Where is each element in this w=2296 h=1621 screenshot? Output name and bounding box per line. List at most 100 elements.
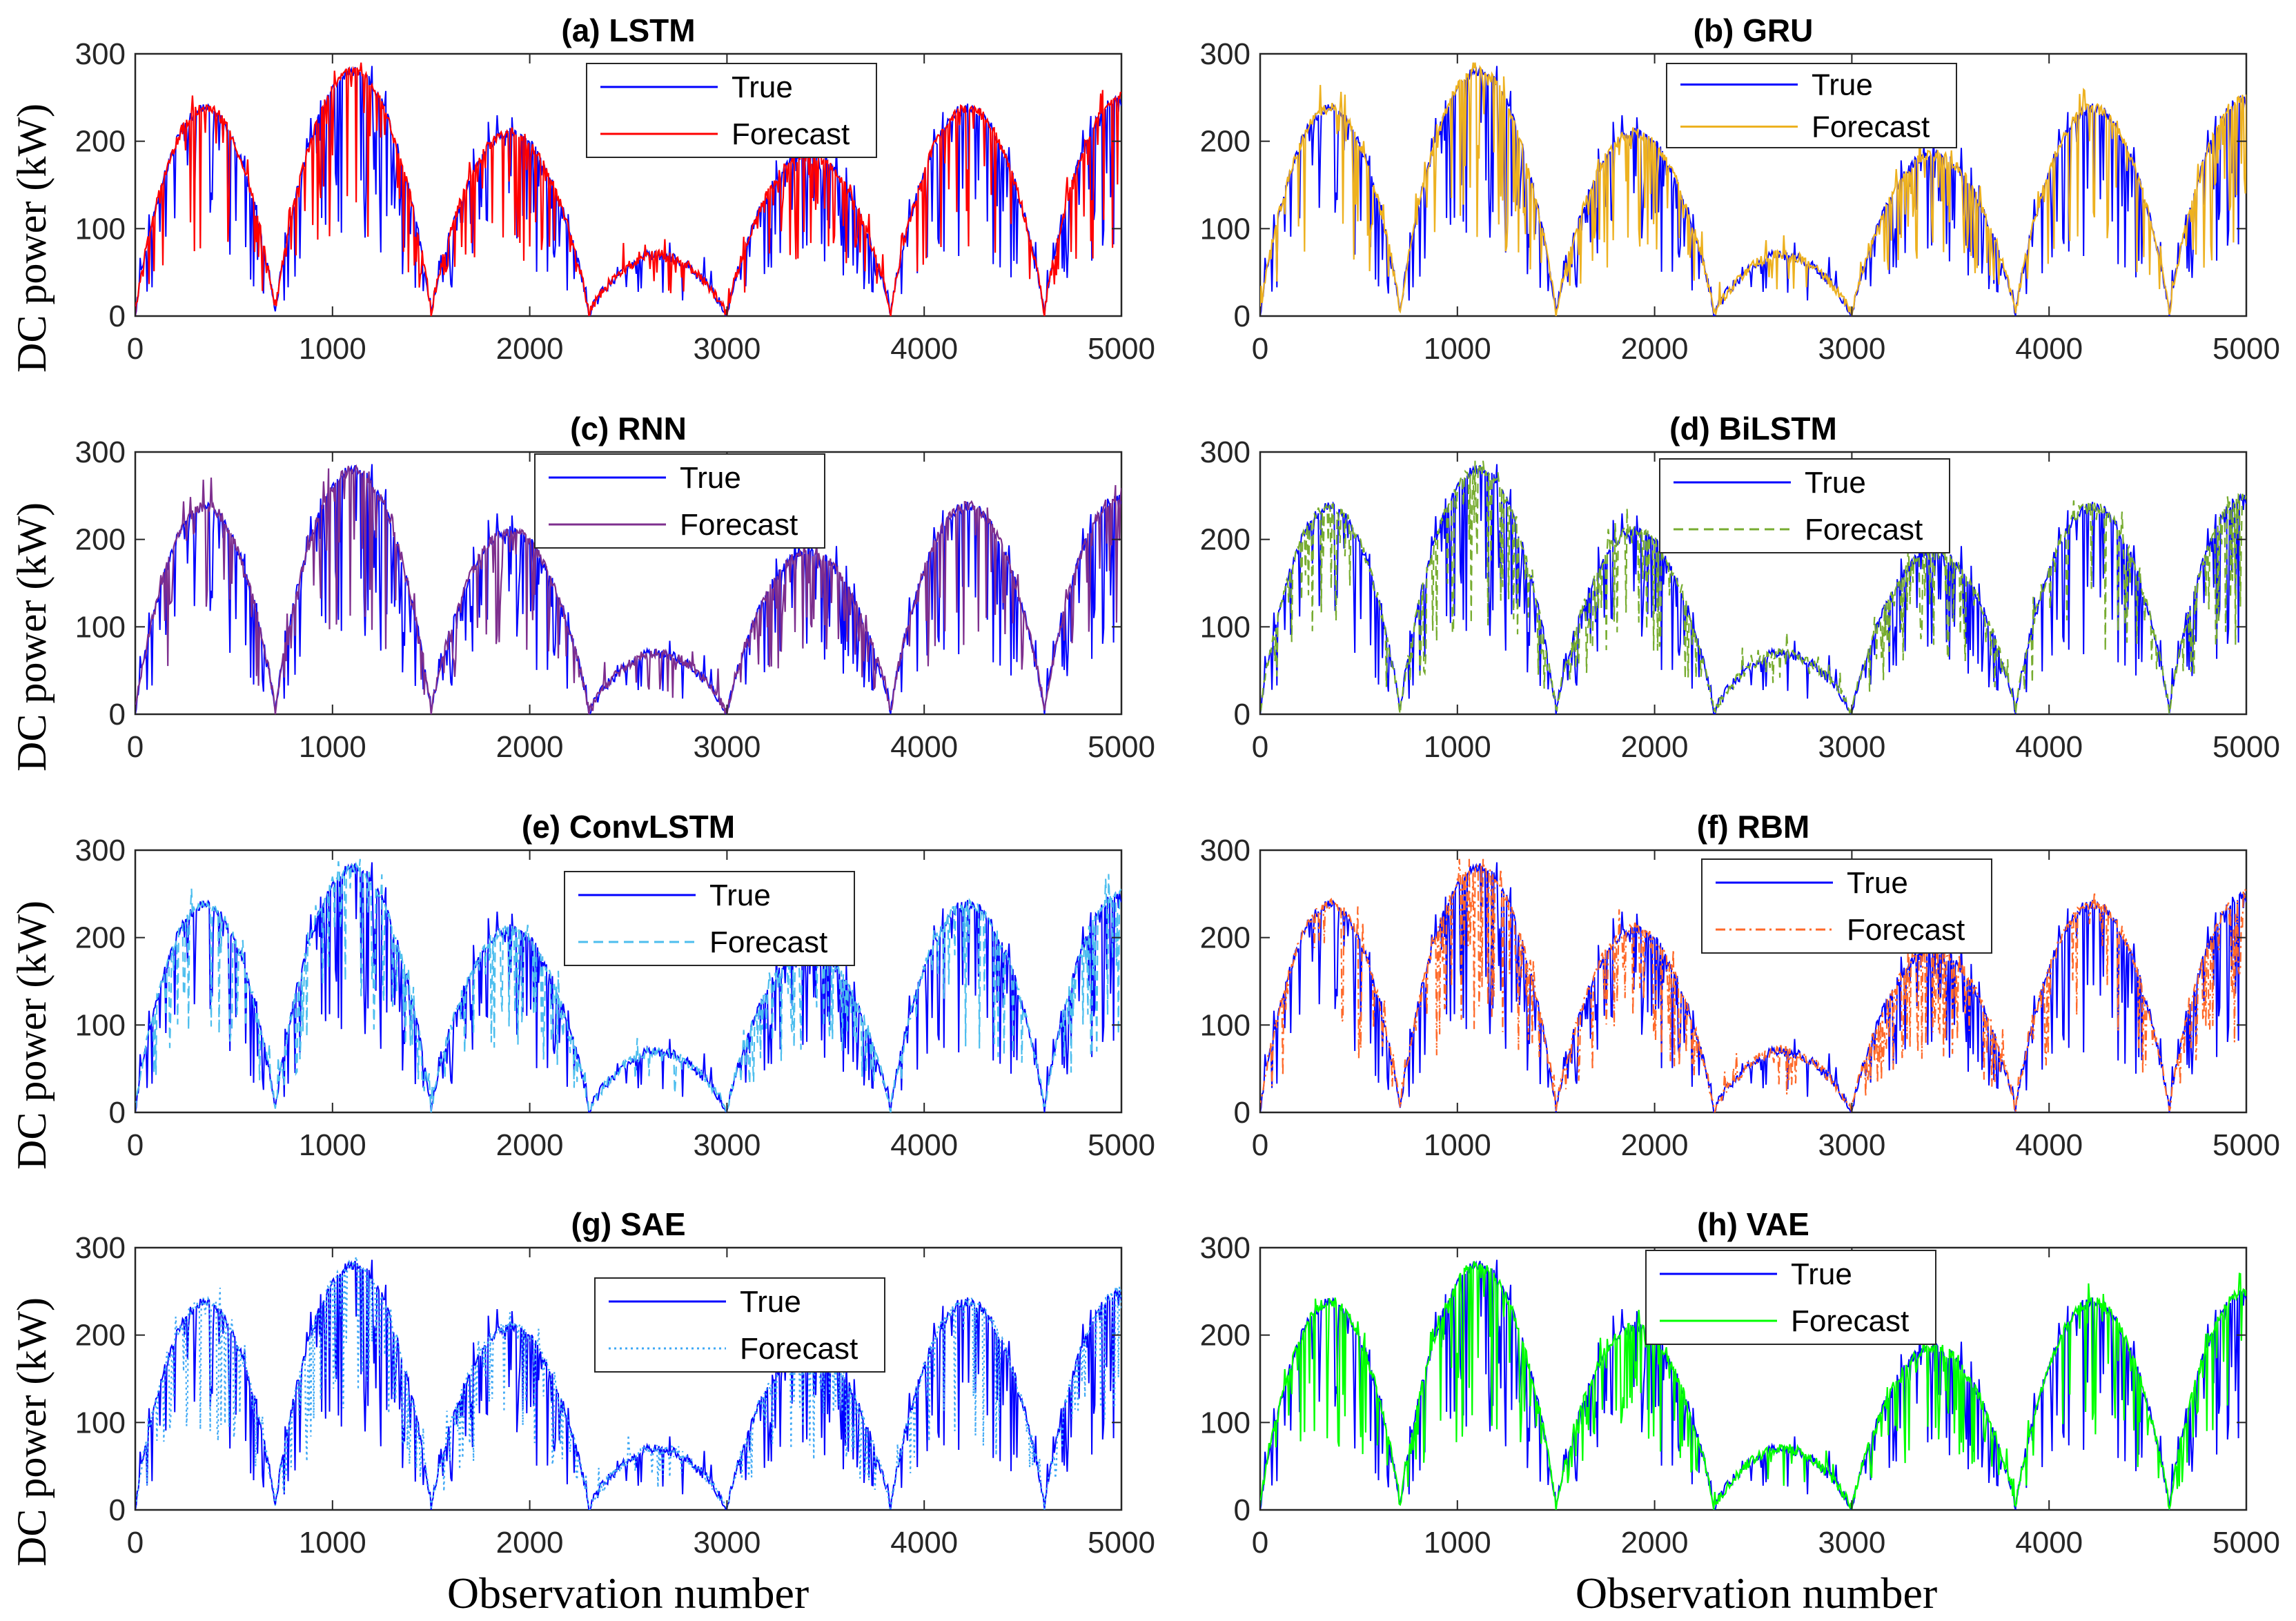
- x-tick-label-d-5000: 5000: [2212, 730, 2280, 764]
- x-tick-label-f-3000: 3000: [1818, 1128, 1885, 1162]
- legend-label-true-a: True: [732, 70, 793, 104]
- y-axis-label-row3: DC power (kW): [9, 901, 55, 1170]
- panel-a: 0 1000 2000 3000 4000 5000 0 100 200 300 (a) LSTM T…: [75, 12, 1155, 366]
- x-tick-label-f-2000: 2000: [1621, 1128, 1689, 1162]
- y-tick-label-e-0: 0: [109, 1096, 126, 1130]
- panel-g: 0 1000 2000 3000 4000 5000 0 100 200 300 (g) SAE Tr…: [75, 1206, 1155, 1560]
- x-tick-label-d-0: 0: [1252, 730, 1268, 764]
- panel-title-e: (e) ConvLSTM: [522, 809, 735, 845]
- y-tick-label-d-0: 0: [1234, 698, 1250, 731]
- x-tick-label-b-1000: 1000: [1424, 332, 1491, 366]
- x-tick-label-g-4000: 4000: [890, 1526, 958, 1560]
- y-tick-label-g-100: 100: [75, 1406, 126, 1440]
- legend-label-forecast-e: Forecast: [709, 925, 827, 959]
- series-line-true-g: [135, 1259, 1121, 1510]
- x-tick-label-c-2000: 2000: [496, 730, 564, 764]
- y-tick-label-b-0: 0: [1234, 299, 1250, 333]
- legend-box-a: [586, 63, 877, 158]
- panel-title-d: (d) BiLSTM: [1669, 411, 1837, 446]
- legend-f: True Forecast: [1701, 858, 1992, 954]
- x-tick-label-a-4000: 4000: [890, 332, 958, 366]
- series-line-forecast-f: [1260, 858, 2246, 1112]
- x-tick-label-g-0: 0: [127, 1526, 144, 1560]
- y-tick-label-a-200: 200: [75, 125, 126, 159]
- series-line-forecast-d: [1260, 460, 2246, 714]
- x-tick-label-a-5000: 5000: [1088, 332, 1155, 366]
- y-tick-label-f-200: 200: [1200, 921, 1250, 955]
- x-axis-label-right: Observation number: [1576, 1569, 1937, 1618]
- x-tick-label-f-0: 0: [1252, 1128, 1268, 1162]
- x-tick-label-d-2000: 2000: [1621, 730, 1689, 764]
- y-tick-label-b-300: 300: [1200, 37, 1250, 71]
- y-tick-label-e-200: 200: [75, 921, 126, 955]
- y-tick-label-e-300: 300: [75, 834, 126, 867]
- x-tick-label-h-4000: 4000: [2015, 1526, 2083, 1560]
- x-tick-label-f-5000: 5000: [2212, 1128, 2280, 1162]
- legend-label-true-d: True: [1805, 466, 1866, 500]
- legend-box-g: [594, 1277, 885, 1373]
- legend-a: True Forecast: [586, 63, 877, 158]
- series-line-forecast-c: [135, 464, 1121, 714]
- y-tick-label-d-100: 100: [1200, 610, 1250, 644]
- y-tick-label-c-0: 0: [109, 698, 126, 731]
- y-tick-label-g-300: 300: [75, 1231, 126, 1265]
- x-tick-label-d-3000: 3000: [1818, 730, 1885, 764]
- x-tick-label-c-0: 0: [127, 730, 144, 764]
- y-tick-label-h-100: 100: [1200, 1406, 1250, 1440]
- y-tick-label-b-200: 200: [1200, 125, 1250, 159]
- panel-title-g: (g) SAE: [571, 1206, 685, 1242]
- y-tick-label-c-200: 200: [75, 523, 126, 557]
- legend-c: True Forecast: [534, 453, 825, 549]
- legend-e: True Forecast: [564, 871, 855, 966]
- legend-label-forecast-f: Forecast: [1847, 913, 1965, 947]
- x-tick-label-g-2000: 2000: [496, 1526, 564, 1560]
- y-tick-label-e-100: 100: [75, 1008, 126, 1042]
- legend-label-true-b: True: [1812, 68, 1873, 102]
- legend-d: True Forecast: [1659, 458, 1950, 553]
- panel-f: 0 1000 2000 3000 4000 5000 0 100 200 300 (f) RBM Tr…: [1200, 809, 2280, 1162]
- x-tick-label-g-1000: 1000: [299, 1526, 366, 1560]
- legend-box-e: [564, 871, 855, 966]
- panel-title-f: (f) RBM: [1697, 809, 1810, 845]
- x-tick-label-h-5000: 5000: [2212, 1526, 2280, 1560]
- legend-box-c: [534, 453, 825, 549]
- panel-c: 0 1000 2000 3000 4000 5000 0 100 200 300 (c) RNN Tr…: [75, 411, 1155, 764]
- legend-label-forecast-d: Forecast: [1805, 513, 1923, 547]
- x-tick-label-d-4000: 4000: [2015, 730, 2083, 764]
- y-tick-label-a-300: 300: [75, 37, 126, 71]
- legend-box-h: [1645, 1250, 1936, 1345]
- y-tick-label-b-100: 100: [1200, 212, 1250, 246]
- panel-title-a: (a) LSTM: [561, 12, 695, 48]
- y-tick-label-d-300: 300: [1200, 435, 1250, 469]
- y-tick-label-f-0: 0: [1234, 1096, 1250, 1130]
- x-tick-label-h-2000: 2000: [1621, 1526, 1689, 1560]
- x-tick-label-e-1000: 1000: [299, 1128, 366, 1162]
- series-line-true-d: [1260, 464, 2246, 714]
- legend-label-true-f: True: [1847, 866, 1908, 900]
- legend-label-forecast-h: Forecast: [1791, 1304, 1909, 1338]
- panel-title-c: (c) RNN: [570, 411, 687, 446]
- x-axis-labels: Observation number Observation number: [447, 1569, 1937, 1618]
- panel-d: 0 1000 2000 3000 4000 5000 0 100 200 300 (d) BiLST…: [1200, 411, 2280, 764]
- x-axis-label-left: Observation number: [447, 1569, 809, 1618]
- panel-title-b: (b) GRU: [1694, 12, 1814, 48]
- y-tick-label-h-300: 300: [1200, 1231, 1250, 1265]
- legend-box-f: [1701, 858, 1992, 954]
- y-tick-label-a-0: 0: [109, 299, 126, 333]
- y-tick-label-h-0: 0: [1234, 1493, 1250, 1527]
- legend-label-true-g: True: [740, 1285, 801, 1319]
- x-tick-label-e-0: 0: [127, 1128, 144, 1162]
- x-tick-label-a-0: 0: [127, 332, 144, 366]
- y-tick-label-d-200: 200: [1200, 523, 1250, 557]
- y-axis-label-row4: DC power (kW): [9, 1297, 55, 1566]
- series-line-forecast-b: [1260, 62, 2246, 316]
- x-tick-label-h-3000: 3000: [1818, 1526, 1885, 1560]
- y-axis-label-row2: DC power (kW): [9, 502, 55, 772]
- x-tick-label-a-2000: 2000: [496, 332, 564, 366]
- x-tick-label-a-3000: 3000: [693, 332, 761, 366]
- x-tick-label-c-4000: 4000: [890, 730, 958, 764]
- legend-box-b: [1666, 63, 1957, 148]
- x-tick-label-c-5000: 5000: [1088, 730, 1155, 764]
